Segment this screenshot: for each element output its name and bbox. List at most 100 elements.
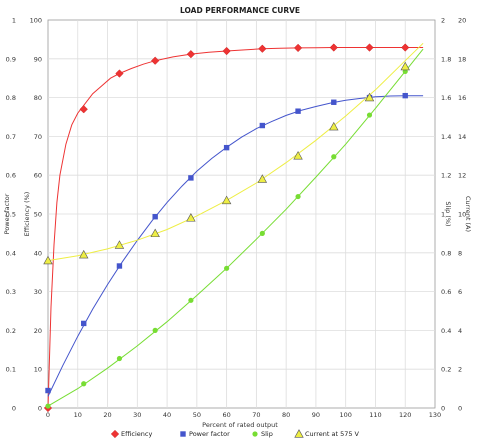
current-at-575-v-point (186, 213, 196, 222)
y-tick-label-power-factor: 0.9 (6, 55, 16, 63)
y-tick-label-power-factor: 0.8 (6, 94, 16, 102)
x-tick-label: 50 (193, 411, 201, 419)
y-tick-label-current: 12 (458, 172, 466, 180)
y-tick-label-current: 14 (458, 133, 466, 141)
y-axis-label-current: Current (A) (464, 196, 472, 232)
x-tick-label: 80 (282, 411, 290, 419)
y-tick-label-power-factor: 0 (12, 405, 16, 413)
x-tick-label: 20 (103, 411, 111, 419)
slip-point (259, 230, 265, 236)
y-tick-label-slip: 1.8 (441, 55, 451, 63)
y-tick-label-slip: 1.6 (441, 94, 451, 102)
x-tick-label: 110 (369, 411, 381, 419)
y-tick-label-slip: 0.4 (441, 327, 451, 335)
current-at-575-v-curve (47, 42, 424, 262)
slip-point (45, 403, 51, 409)
power-factor-point (45, 387, 51, 394)
x-tick-label: 40 (163, 411, 171, 419)
y-tick-label-slip: 2 (441, 17, 445, 25)
x-tick-label: 90 (312, 411, 320, 419)
y-tick-label-efficiency: 20 (34, 327, 42, 335)
efficiency-point (222, 46, 231, 56)
x-tick-label: 120 (399, 411, 411, 419)
y-tick-label-slip: 1.2 (441, 172, 451, 180)
y-tick-label-efficiency: 70 (34, 133, 42, 141)
slip-point (116, 355, 123, 362)
y-tick-label-efficiency: 10 (34, 366, 42, 374)
y-tick-label-power-factor: 0.7 (6, 133, 16, 141)
legend-item-slip: Slip (252, 430, 273, 438)
y-tick-label-efficiency: 0 (38, 405, 42, 413)
y-tick-label-efficiency: 50 (34, 211, 42, 219)
power-factor-point (188, 175, 194, 181)
power-factor-point (152, 214, 158, 220)
current-at-575-v-point (293, 150, 303, 160)
x-axis-ticks: 0 10 20 30 40 50 60 70 80 90 100 110 120 130 (46, 411, 441, 419)
legend-item-power-factor: Power factor (180, 430, 230, 438)
efficiency-point (151, 56, 160, 65)
y-tick-label-slip: 0.8 (441, 249, 451, 257)
y-axis-label-power-factor: Power factor (3, 193, 11, 234)
y-tick-label-efficiency: 60 (34, 172, 42, 180)
legend-label-current-at-575-v: Current at 575 V (305, 430, 360, 438)
efficiency-point (258, 44, 267, 53)
efficiency-point (293, 43, 303, 53)
x-tick-label: 10 (74, 411, 82, 419)
slip-point (366, 112, 373, 118)
slip-point (152, 327, 158, 333)
slip-point (224, 265, 230, 271)
y-tick-label-current: 0 (458, 405, 462, 413)
legend-marker-current-at-575-v (294, 429, 304, 438)
slip-point (331, 154, 337, 160)
x-tick-label: 130 (429, 411, 441, 419)
current-at-575-v-point (79, 249, 89, 259)
y-tick-label-current: 4 (458, 327, 462, 335)
y-tick-label-power-factor: 0.1 (6, 366, 16, 374)
y-tick-label-slip: 0 (441, 405, 445, 413)
grid (48, 20, 435, 408)
y-tick-label-current: 10 (458, 211, 466, 219)
current-at-575-v-point (150, 228, 160, 238)
slip-point (295, 193, 301, 200)
y-tick-label-efficiency: 30 (34, 288, 42, 296)
power-factor-point (259, 122, 266, 129)
legend-label-power-factor: Power factor (189, 430, 230, 438)
x-tick-label: 30 (133, 411, 141, 419)
legend-item-efficiency: Efficiency (110, 429, 152, 439)
y-tick-label-power-factor: 0.3 (6, 288, 16, 296)
legend-label-slip: Slip (261, 430, 273, 438)
efficiency-point (329, 43, 338, 52)
legend-marker-power-factor (180, 431, 186, 437)
x-tick-label: 60 (222, 411, 230, 419)
x-tick-label: 100 (339, 411, 351, 419)
y-tick-label-efficiency: 40 (34, 249, 42, 257)
y-tick-label-slip: 1.4 (441, 133, 451, 141)
y-tick-label-current: 2 (458, 366, 462, 374)
current-at-575-v-point (329, 121, 339, 131)
efficiency-point (365, 43, 374, 52)
current-at-575-v-point (43, 255, 53, 265)
legend-label-efficiency: Efficiency (121, 430, 152, 438)
legend-marker-slip (252, 431, 258, 437)
power-factor-point (331, 99, 337, 105)
y-tick-label-efficiency: 80 (34, 94, 42, 102)
x-tick-label: 0 (46, 411, 50, 419)
y-tick-label-slip: 0.2 (441, 366, 451, 374)
y-tick-label-efficiency: 100 (30, 17, 42, 25)
power-factor-point (223, 144, 230, 151)
efficiency-point (186, 49, 196, 59)
y-tick-label-power-factor: 0.2 (6, 327, 16, 335)
x-tick-label: 70 (252, 411, 260, 419)
y-tick-label-current: 18 (458, 55, 466, 63)
legend: Efficiency Power factor Slip Current at 575… (110, 429, 360, 439)
current-at-575-v-point (257, 174, 268, 183)
current-at-575-v-point (400, 61, 410, 71)
y-tick-label-current: 16 (458, 94, 466, 102)
current-at-575-v-point (114, 240, 125, 249)
y-axis-label-efficiency: Efficiency (%) (23, 192, 31, 237)
y-tick-label-current: 6 (458, 288, 462, 296)
legend-item-current-at-575-v: Current at 575 V (294, 429, 360, 438)
efficiency-point (401, 43, 410, 52)
legend-marker-efficiency (110, 429, 120, 439)
slip-point (81, 381, 87, 387)
